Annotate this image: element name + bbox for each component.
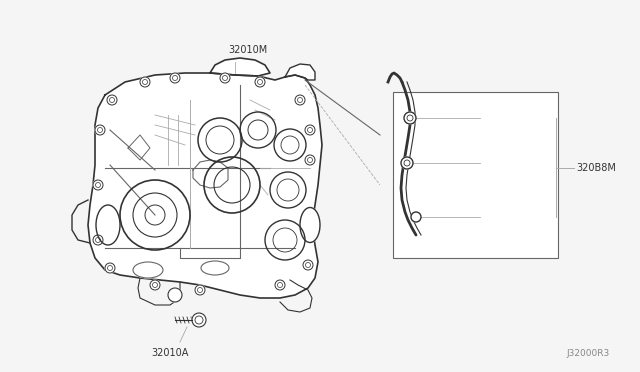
Circle shape bbox=[305, 155, 315, 165]
Ellipse shape bbox=[201, 261, 229, 275]
Circle shape bbox=[120, 180, 190, 250]
Circle shape bbox=[93, 235, 103, 245]
Circle shape bbox=[105, 263, 115, 273]
Text: 32010M: 32010M bbox=[228, 45, 268, 55]
Circle shape bbox=[274, 129, 306, 161]
Ellipse shape bbox=[96, 205, 120, 245]
Circle shape bbox=[240, 112, 276, 148]
Circle shape bbox=[295, 95, 305, 105]
Circle shape bbox=[150, 280, 160, 290]
Text: 32182H: 32182H bbox=[483, 113, 521, 123]
Circle shape bbox=[95, 125, 105, 135]
Circle shape bbox=[170, 73, 180, 83]
Circle shape bbox=[220, 73, 230, 83]
Circle shape bbox=[305, 125, 315, 135]
Circle shape bbox=[265, 220, 305, 260]
Circle shape bbox=[270, 172, 306, 208]
Text: 320B8M: 320B8M bbox=[576, 163, 616, 173]
Polygon shape bbox=[88, 73, 322, 298]
Circle shape bbox=[198, 118, 242, 162]
Ellipse shape bbox=[133, 262, 163, 278]
Circle shape bbox=[195, 285, 205, 295]
Bar bbox=[393, 92, 558, 258]
Circle shape bbox=[204, 157, 260, 213]
Circle shape bbox=[192, 313, 206, 327]
Circle shape bbox=[93, 180, 103, 190]
Circle shape bbox=[401, 157, 413, 169]
Ellipse shape bbox=[300, 208, 320, 243]
Text: 32182H: 32182H bbox=[483, 158, 521, 168]
Polygon shape bbox=[285, 64, 315, 80]
Circle shape bbox=[275, 280, 285, 290]
Polygon shape bbox=[210, 58, 270, 76]
Text: 32182F: 32182F bbox=[483, 212, 520, 222]
Text: J32000R3: J32000R3 bbox=[567, 349, 610, 358]
Circle shape bbox=[404, 112, 416, 124]
Circle shape bbox=[255, 77, 265, 87]
Circle shape bbox=[411, 212, 421, 222]
Circle shape bbox=[140, 77, 150, 87]
Circle shape bbox=[303, 260, 313, 270]
Circle shape bbox=[168, 288, 182, 302]
Text: 32010A: 32010A bbox=[151, 348, 189, 358]
Circle shape bbox=[107, 95, 117, 105]
